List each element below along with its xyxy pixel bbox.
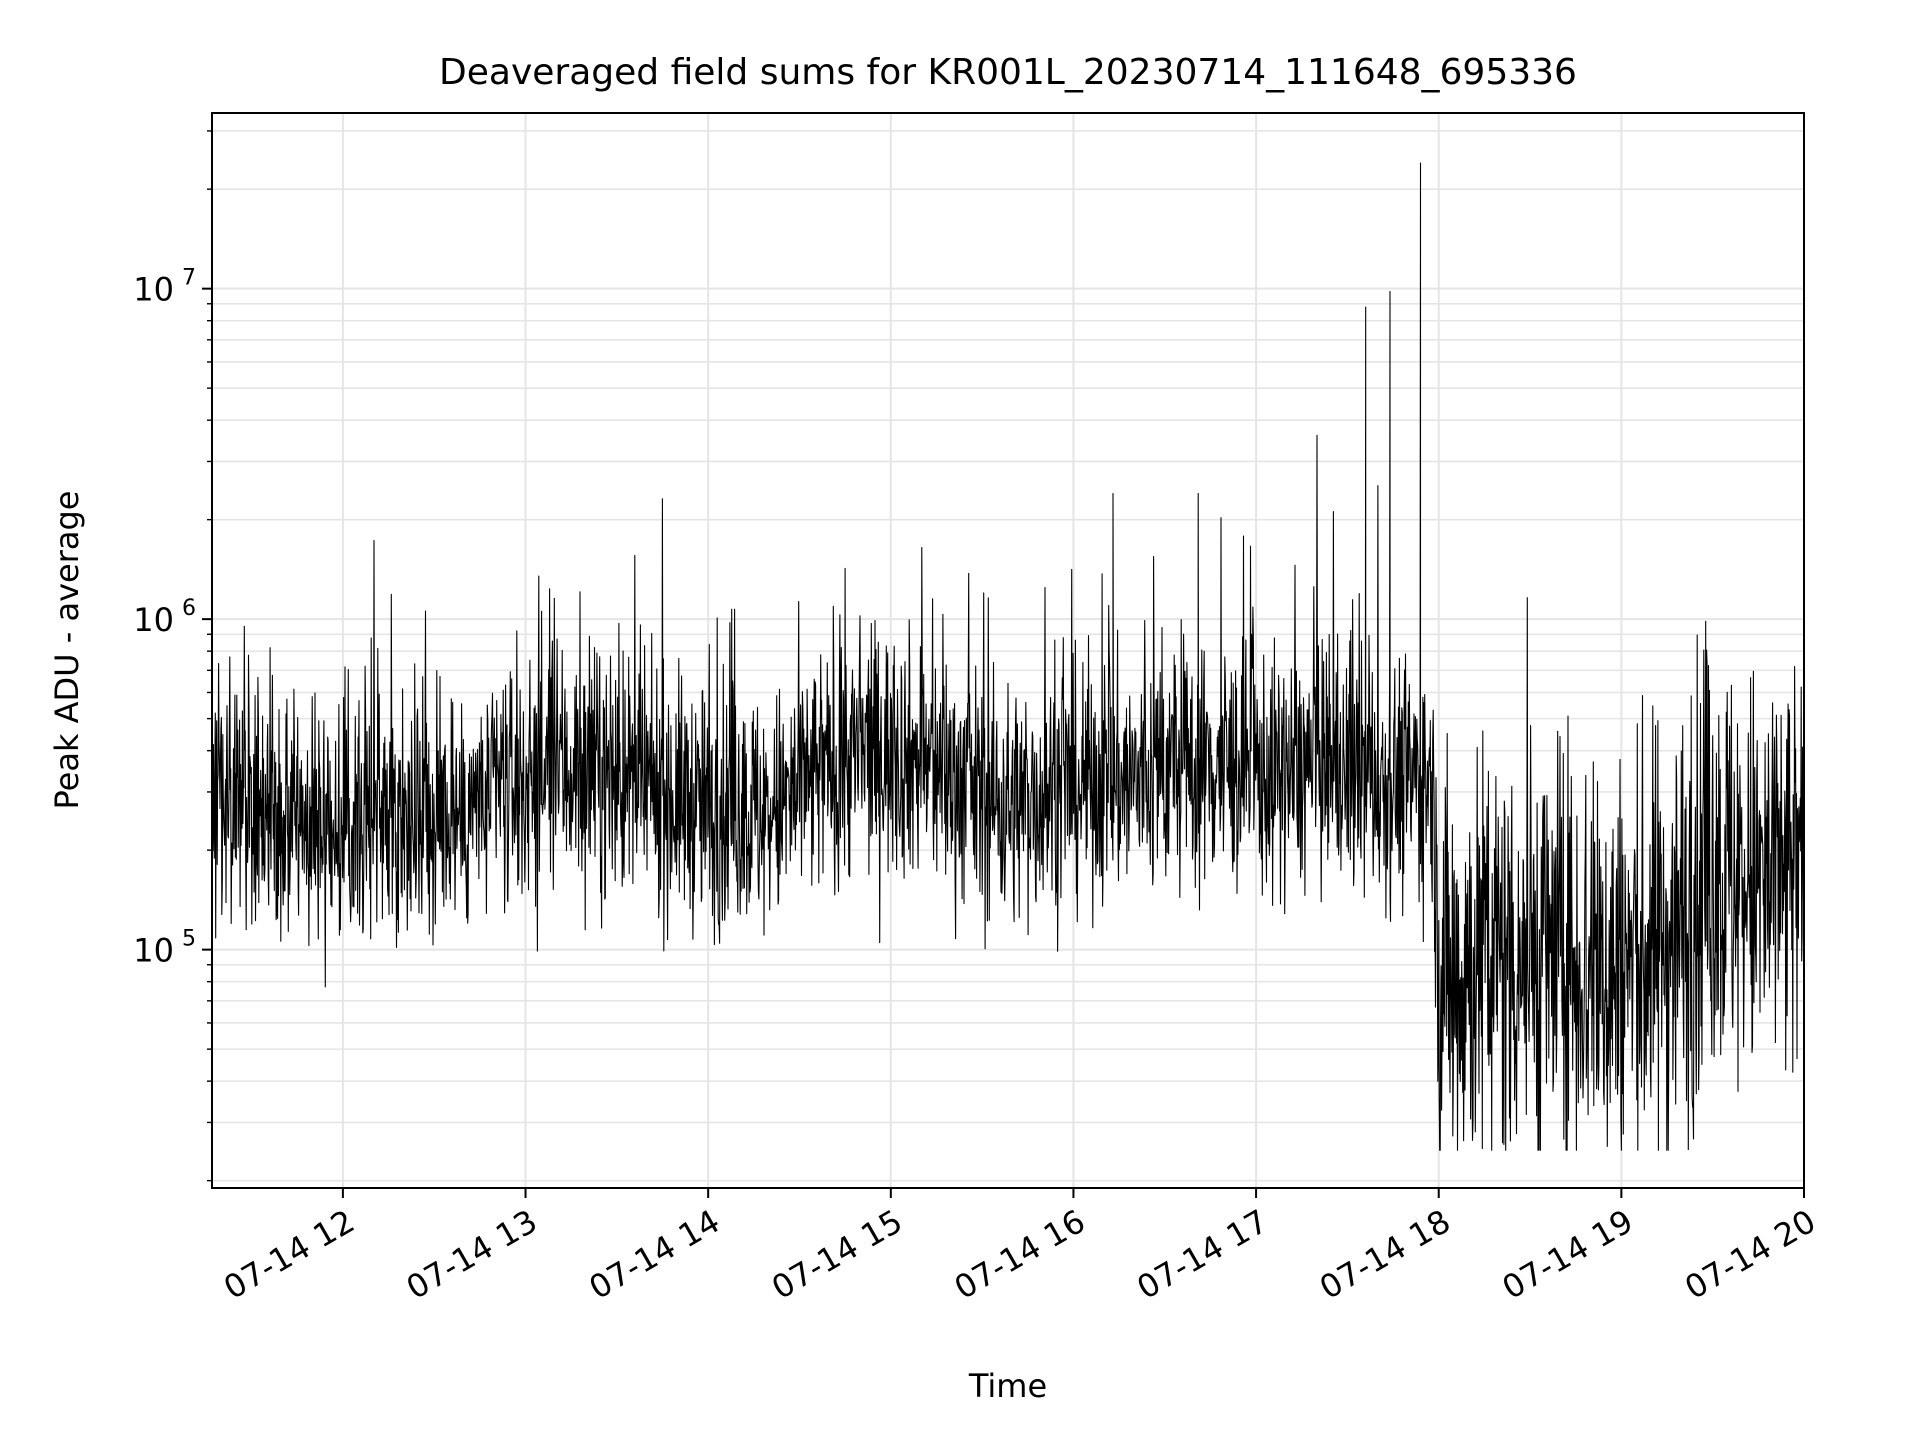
y-tick-labels: 10 5 10 6 10 7 [133,266,196,970]
y-axis-label: Peak ADU - average [48,491,86,810]
chart-title: Deaveraged field sums for KR001L_2023071… [439,52,1577,93]
y-tick-label: 10 [133,601,174,639]
plot-frame [211,112,1805,1189]
y-tick-exponent: 6 [182,596,196,621]
series-line [211,162,1805,1151]
y-tick-label: 10 [133,271,174,309]
y-tick-exponent: 7 [182,266,196,291]
x-axis-label: Time [968,1367,1047,1405]
y-tick-exponent: 5 [182,927,196,952]
y-tick-label: 10 [133,932,174,970]
